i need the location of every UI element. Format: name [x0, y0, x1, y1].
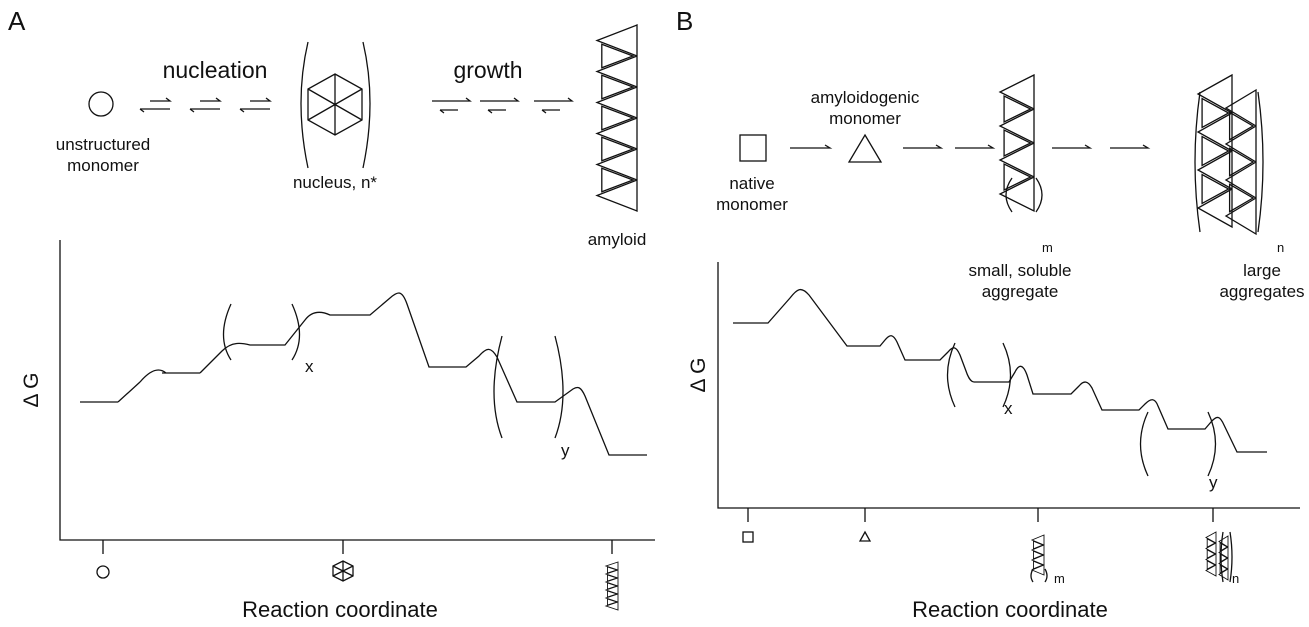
triangle-stack — [604, 561, 619, 611]
growth-label: growth — [453, 57, 522, 83]
amyloidogenic-icon — [847, 133, 883, 163]
bracket-label: x — [305, 357, 314, 376]
native-label: monomer — [716, 195, 788, 214]
subscript: m — [1042, 240, 1053, 255]
equilibrium-arrows — [432, 97, 574, 114]
brackets — [946, 342, 1217, 477]
triangles — [1196, 73, 1233, 229]
y-axis-label: Δ G — [20, 372, 43, 407]
triangles — [1224, 88, 1257, 236]
large-aggregates-label: large — [1243, 261, 1281, 280]
amyloidogenic-label: amyloidogenic — [811, 88, 920, 107]
bracket-label: x — [1004, 399, 1013, 418]
arrows — [790, 144, 1151, 149]
monomer-icon — [88, 91, 114, 117]
tick-icon — [332, 560, 354, 582]
bracket-label: y — [561, 441, 570, 460]
triangles — [1030, 534, 1045, 576]
triangle-stack — [595, 24, 638, 212]
equilibrium-arrows — [139, 97, 272, 113]
brackets — [222, 303, 564, 439]
amyloidogenic-label: monomer — [829, 109, 901, 128]
panel-label: A — [8, 6, 26, 36]
native-label: native — [729, 174, 774, 193]
triangle-stack — [1030, 534, 1045, 576]
axes — [59, 240, 655, 554]
small-aggregate-label: aggregate — [982, 282, 1059, 301]
triangles — [1205, 531, 1217, 577]
nucleus-icon — [307, 73, 363, 136]
brackets — [1005, 91, 1264, 233]
x-axis-label: Reaction coordinate — [912, 597, 1108, 622]
energy-profile — [80, 292, 647, 456]
large-aggregates-label: aggregates — [1219, 282, 1304, 301]
triangles — [595, 24, 638, 212]
tick-icon — [742, 531, 754, 543]
triangle-stack — [1218, 535, 1229, 581]
axes — [717, 262, 1300, 522]
bracket-label: y — [1209, 473, 1218, 492]
triangles — [604, 561, 619, 611]
monomer-label: monomer — [67, 156, 139, 175]
subscript: n — [1232, 571, 1239, 586]
brackets — [300, 41, 371, 169]
nucleation-label: nucleation — [163, 57, 268, 83]
nucleus-label: nucleus, n* — [293, 173, 377, 192]
brackets — [1030, 531, 1233, 583]
y-axis-label: Δ G — [687, 357, 710, 392]
subscript: n — [1277, 240, 1284, 255]
triangle-stack — [1205, 531, 1217, 577]
native-icon — [739, 134, 767, 162]
panel-label: B — [676, 6, 693, 36]
tick-icon — [858, 530, 872, 542]
triangle-stack — [1224, 88, 1257, 236]
monomer-label: unstructured — [56, 135, 151, 154]
energy-profile — [733, 288, 1267, 453]
triangles — [998, 73, 1035, 213]
triangle-stack — [1196, 73, 1233, 229]
small-aggregate-label: small, soluble — [969, 261, 1072, 280]
tick-icon — [96, 565, 110, 579]
subscript: m — [1054, 571, 1065, 586]
x-axis-label: Reaction coordinate — [242, 597, 438, 622]
triangle-stack — [998, 73, 1035, 213]
amyloid-label: amyloid — [588, 230, 647, 249]
triangles — [1218, 535, 1229, 581]
shapes — [59, 41, 1300, 583]
